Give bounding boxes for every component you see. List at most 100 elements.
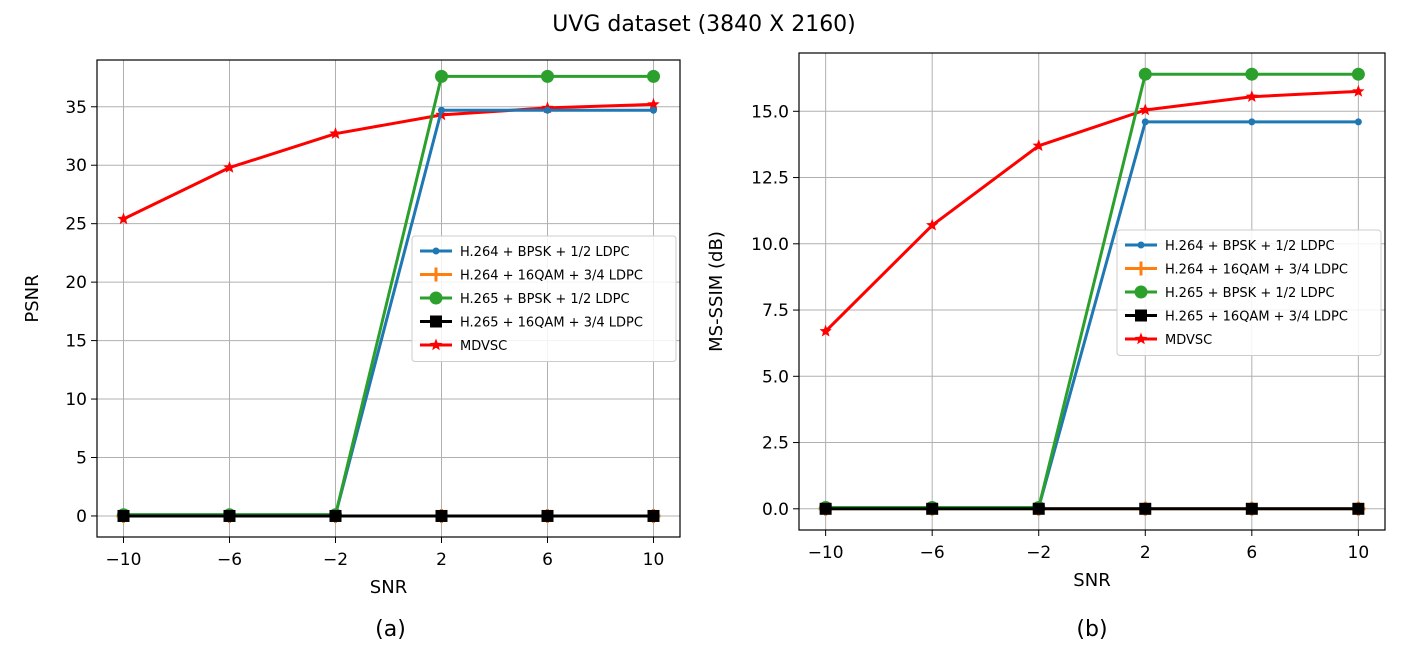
y-tick-label: 0.0 [762, 500, 789, 520]
x-tick-label: 10 [643, 550, 665, 570]
data-point [1138, 67, 1152, 81]
chart-panel-b: −10 −6 −2 2 6 10 0.0 2.5 5.0 7.5 10.0 12.5 15.0 SNR MS… [706, 52, 1386, 642]
legend-marker [1135, 309, 1147, 322]
y-tick-label: 10 [65, 390, 87, 410]
data-point [544, 106, 551, 114]
y-tick-label: 35 [65, 98, 87, 118]
data-point [926, 502, 939, 515]
legend-label: H.264 + 16QAM + 3/4 LDPC [1165, 263, 1348, 278]
legend-marker [1134, 332, 1148, 345]
x-tick-label: −10 [106, 550, 142, 570]
legend-marker [1134, 285, 1148, 299]
data-point [1032, 502, 1045, 515]
y-axis-label: PSNR [22, 274, 43, 322]
chart-panel-a: −10 −6 −2 2 6 10 0 5 10 15 20 25 30 35 SNR PSNR (a) H.264… [22, 59, 681, 642]
data-point [647, 69, 660, 83]
legend-label: H.265 + BPSK + 1/2 LDPC [460, 292, 630, 307]
legend-marker [429, 338, 443, 351]
legend-item: MDVSC [420, 338, 507, 354]
legend-frame [1116, 229, 1382, 356]
plot-frame [798, 52, 1386, 531]
x-tick-label: −6 [920, 543, 945, 563]
data-point [1248, 118, 1256, 126]
data-point [1351, 67, 1365, 81]
data-point [435, 509, 448, 522]
figure-title: UVG dataset (3840 X 2160) [552, 12, 856, 37]
panel-caption: (a) [375, 617, 406, 642]
y-tick-label: 7.5 [762, 301, 789, 321]
legend-item: H.264 + BPSK + 1/2 LDPC [1125, 239, 1335, 254]
x-tick-label: 2 [436, 550, 447, 570]
legend-marker [1134, 261, 1148, 276]
y-tick-label: 5 [76, 449, 87, 469]
x-tick-label: −10 [808, 543, 844, 563]
data-point [926, 218, 939, 231]
data-point [650, 106, 657, 114]
x-tick-label: 6 [1246, 543, 1257, 563]
series-h265_16qam [117, 509, 660, 522]
data-point [329, 509, 342, 522]
legend-marker [1137, 241, 1145, 249]
legend-item: H.265 + BPSK + 1/2 LDPC [420, 291, 630, 307]
y-tick-label: 25 [65, 215, 87, 235]
legend-label: H.264 + BPSK + 1/2 LDPC [1165, 239, 1335, 254]
data-point [1352, 84, 1365, 97]
legend-label: H.265 + 16QAM + 3/4 LDPC [460, 316, 643, 331]
legend-label: H.265 + BPSK + 1/2 LDPC [1165, 286, 1335, 301]
data-point [1352, 502, 1365, 515]
legend-marker [430, 315, 442, 328]
data-point [223, 161, 236, 173]
data-point [438, 106, 445, 114]
legend-item: H.265 + BPSK + 1/2 LDPC [1125, 285, 1335, 301]
data-point [435, 69, 448, 83]
legend-marker [429, 267, 443, 282]
data-point [819, 502, 832, 515]
data-point [329, 127, 342, 139]
legend-item: H.264 + BPSK + 1/2 LDPC [420, 245, 630, 260]
series-line [824, 89, 1359, 333]
panel-caption: (b) [1076, 617, 1107, 642]
x-tick-label: 10 [1348, 543, 1370, 563]
data-point [819, 324, 832, 337]
legend-frame [411, 235, 677, 362]
data-point [541, 509, 554, 522]
data-point [1245, 90, 1258, 102]
data-point [1139, 502, 1152, 515]
y-tick-label: 2.5 [762, 434, 789, 454]
x-axis-label: SNR [1073, 570, 1110, 591]
data-point [1032, 139, 1045, 151]
x-tick-label: −2 [323, 550, 348, 570]
data-point [223, 509, 236, 522]
data-point [541, 69, 554, 83]
data-point [1245, 502, 1258, 515]
y-tick-label: 15.0 [751, 102, 789, 122]
y-tick-label: 15 [65, 332, 87, 352]
legend-item: H.265 + 16QAM + 3/4 LDPC [1125, 309, 1348, 325]
x-tick-label: −6 [217, 550, 242, 570]
data-point [117, 509, 130, 522]
x-tick-label: 6 [542, 550, 553, 570]
x-tick-label: 2 [1140, 543, 1151, 563]
y-tick-label: 30 [65, 156, 87, 176]
legend-item: H.264 + 16QAM + 3/4 LDPC [420, 267, 643, 284]
legend-label: H.264 + BPSK + 1/2 LDPC [460, 245, 630, 260]
y-axis-label: MS-SSIM (dB) [706, 231, 727, 352]
y-tick-label: 12.5 [751, 169, 789, 189]
data-point [1139, 103, 1152, 116]
plot-frame [96, 59, 681, 538]
legend: H.264 + BPSK + 1/2 LDPC H.264 + 16QAM + 3… [411, 235, 677, 362]
data-point [1245, 67, 1259, 81]
data-point [647, 97, 660, 110]
y-tick-label: 5.0 [762, 367, 789, 387]
legend-item: H.264 + 16QAM + 3/4 LDPC [1125, 261, 1348, 278]
data-point [1354, 118, 1362, 126]
legend-item: H.265 + 16QAM + 3/4 LDPC [420, 315, 643, 331]
y-tick-label: 20 [65, 273, 87, 293]
series-mdvsc [117, 97, 660, 225]
data-point [1141, 118, 1149, 126]
legend-label: MDVSC [1165, 333, 1212, 348]
y-tick-label: 10.0 [751, 235, 789, 255]
legend-marker [432, 247, 440, 255]
legend-label: H.265 + 16QAM + 3/4 LDPC [1165, 310, 1348, 325]
